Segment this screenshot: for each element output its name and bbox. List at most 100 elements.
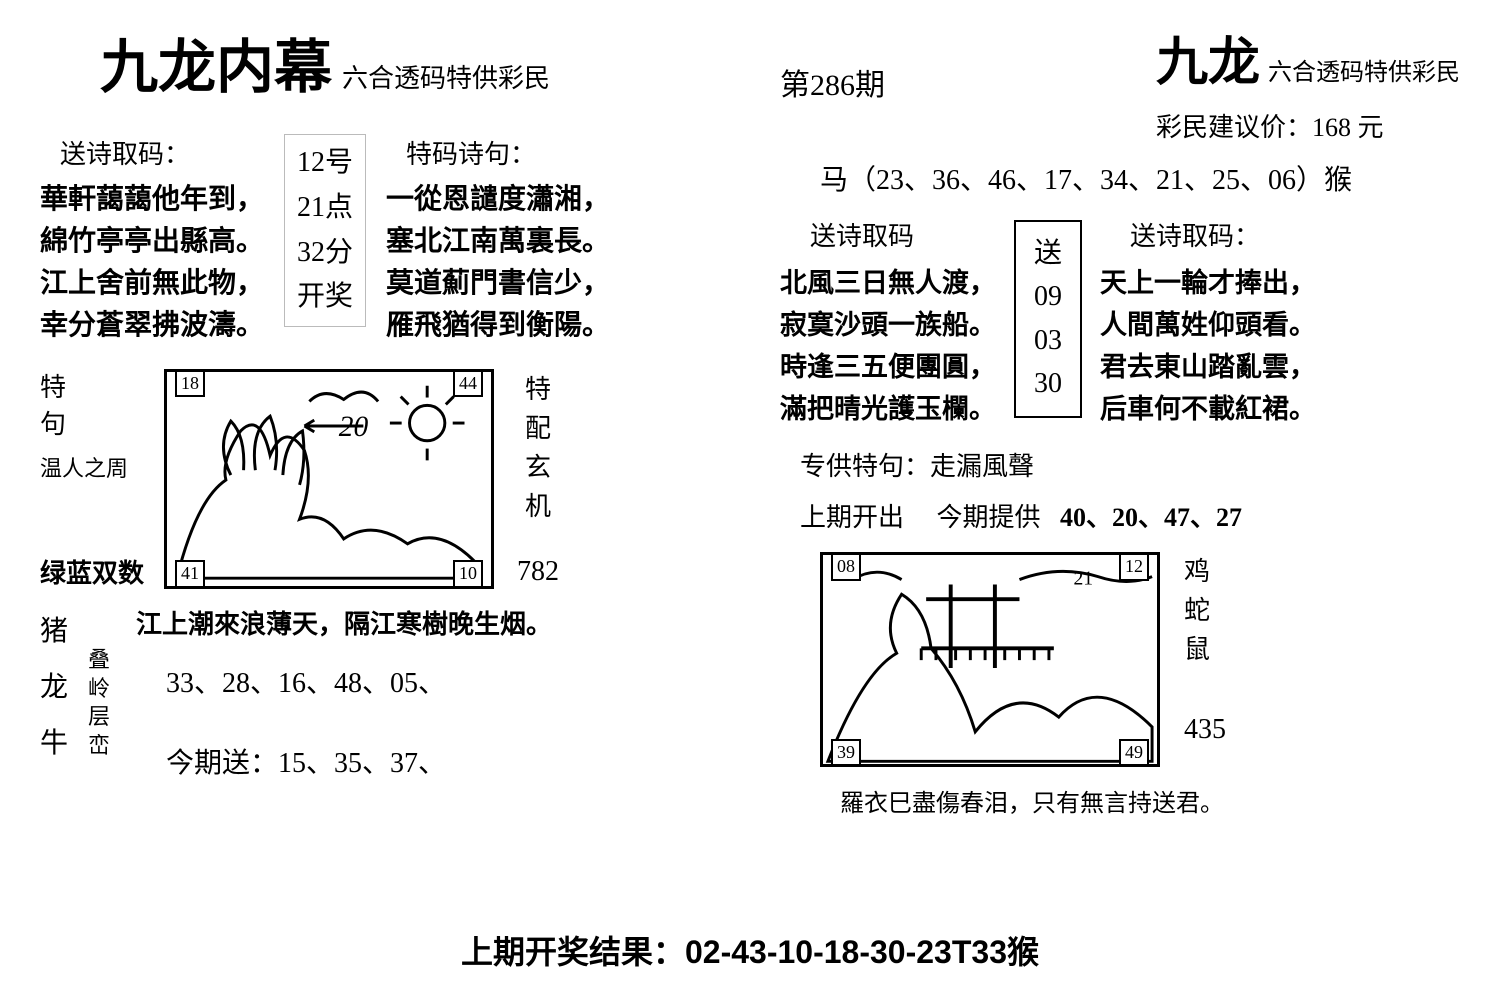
left-small-2: 层: [88, 703, 118, 732]
right-row-2: 21 08 12 39 49 鸡 蛇 鼠 435: [820, 552, 1460, 767]
left-poem2-line-3: 雁飛猶得到衡陽。: [386, 305, 610, 347]
left-box1-line-3: 开奖: [297, 275, 353, 320]
right-poem-1: 送诗取码 北風三日無人渡， 寂寞沙頭一族船。 時逢三五便團圓， 滿把晴光護玉欄。: [780, 216, 996, 430]
left-small-3: 峦: [88, 732, 118, 761]
right-illus-tl: 08: [831, 553, 861, 580]
left-illus-tr: 44: [453, 370, 483, 397]
right-poem1-line-0: 北風三日無人渡，: [780, 263, 996, 305]
right-box1-line-3: 30: [1034, 362, 1062, 405]
left-box1-line-1: 21点: [297, 186, 353, 231]
left-side-right-num: 782: [508, 556, 568, 588]
left-side-right-col: 特配玄机: [508, 370, 568, 526]
right-poem2-line-1: 人間萬姓仰頭看。: [1100, 305, 1316, 347]
left-poem-2: 特码诗句： 一從恩譴度瀟湘， 塞北江南萬裏長。 莫道薊門書信少， 雁飛猶得到衡陽…: [386, 134, 610, 347]
right-period-line: 上期开出 今期提供 40、20、47、27: [800, 497, 1460, 534]
right-box1-line-2: 03: [1034, 319, 1062, 362]
right-poem2-line-0: 天上一輪才捧出，: [1100, 263, 1316, 305]
left-poem1-line-3: 幸分蒼翠拂波濤。: [40, 305, 264, 347]
right-poem-2: 送诗取码： 天上一輪才捧出， 人間萬姓仰頭看。 君去東山踏亂雲， 后車何不載紅裙…: [1100, 216, 1316, 430]
svg-text:21: 21: [1073, 568, 1093, 590]
right-poem2-line-3: 后車何不載紅裙。: [1100, 389, 1316, 431]
left-poem-1: 送诗取码： 華軒藹藹他年到， 綿竹亭亭出縣高。 江上舍前無此物， 幸分蒼翠拂波濤…: [40, 134, 264, 347]
left-poem2-line-1: 塞北江南萬裏長。: [386, 221, 610, 263]
right-side-z2: 蛇: [1184, 591, 1226, 630]
left-bottom-send-nums: 15、35、37、: [278, 748, 446, 779]
right-poem1-head: 送诗取码: [810, 216, 996, 253]
left-bottom-poem: 江上潮來浪薄天，隔江寒樹晚生烟。: [136, 604, 720, 641]
left-poem2-line-2: 莫道薊門書信少，: [386, 263, 610, 305]
left-illus-tl: 18: [175, 370, 205, 397]
right-side-z1: 鸡: [1184, 552, 1226, 591]
right-period-label1: 上期开出: [800, 503, 904, 532]
left-poem1-line-0: 華軒藹藹他年到，: [40, 179, 264, 221]
left-header: 九龙内幕 六合透码特供彩民: [40, 20, 720, 104]
right-title-wrap: 九龙 六合透码特供彩民 彩民建议价：168 元: [1156, 20, 1460, 144]
left-poem1-line-1: 綿竹亭亭出縣高。: [40, 221, 264, 263]
left-zodiac-col: 猪 龙 牛: [40, 604, 70, 781]
left-poem1-line-2: 江上舍前無此物，: [40, 263, 264, 305]
left-row-1: 送诗取码： 華軒藹藹他年到， 綿竹亭亭出縣高。 江上舍前無此物， 幸分蒼翠拂波濤…: [40, 134, 720, 347]
left-bottom-send: 今期送：15、35、37、: [166, 741, 720, 781]
left-box1-line-2: 32分: [297, 231, 353, 276]
right-illus-tr: 12: [1119, 553, 1149, 580]
left-bottom: 江上潮來浪薄天，隔江寒樹晚生烟。 33、28、16、48、05、 今期送：15、…: [136, 604, 720, 781]
left-zodiac-0: 猪: [40, 604, 70, 660]
right-illus-svg: 21: [823, 555, 1157, 766]
left-box1-line-0: 12号: [297, 141, 353, 186]
right-side: 鸡 蛇 鼠 435: [1184, 552, 1226, 751]
right-box1-line-1: 09: [1034, 275, 1062, 318]
left-box-1: 12号 21点 32分 开奖: [284, 134, 366, 327]
left-side-line3: 绿蓝双数: [40, 553, 150, 590]
right-side-num: 435: [1184, 709, 1226, 751]
left-illus-bl: 41: [175, 560, 205, 587]
left-side-right: 特配玄机 782: [508, 370, 568, 588]
left-title: 九龙内幕: [100, 20, 332, 104]
right-side-z3: 鼠: [1184, 630, 1226, 669]
right-box-1: 送 09 03 30: [1014, 220, 1082, 418]
right-price: 彩民建议价：168 元: [1156, 107, 1460, 144]
right-row-1: 送诗取码 北風三日無人渡， 寂寞沙頭一族船。 時逢三五便團圓， 滿把晴光護玉欄。…: [780, 216, 1460, 430]
left-poem2-line-0: 一從恩譴度瀟湘，: [386, 179, 610, 221]
right-poem1-line-3: 滿把晴光護玉欄。: [780, 389, 996, 431]
footer-result: 上期开奖结果：02-43-10-18-30-23T33猴: [0, 927, 1500, 973]
left-illustration: 20 18 44 41 10: [164, 369, 494, 589]
right-poem2-head: 送诗取码：: [1130, 216, 1316, 253]
right-poem1-line-1: 寂寞沙頭一族船。: [780, 305, 996, 347]
left-zodiac-1: 龙: [40, 660, 70, 716]
right-special-label: 专供特句：: [800, 452, 930, 481]
left-subtitle: 六合透码特供彩民: [342, 58, 550, 95]
left-row-2: 特 句 温人之周 绿蓝双数 20: [40, 367, 720, 590]
right-box1-line-0: 送: [1034, 232, 1062, 275]
right-title: 九龙: [1156, 35, 1260, 92]
right-bottom-poem: 羅衣巳盡傷春泪，只有無言持送君。: [840, 783, 1460, 818]
right-subtitle: 六合透码特供彩民: [1268, 60, 1460, 86]
right-panel: 第286期 九龙 六合透码特供彩民 彩民建议价：168 元 马（23、36、46…: [750, 0, 1500, 987]
right-illustration: 21 08 12 39 49: [820, 552, 1160, 767]
left-bottom-send-label: 今期送：: [166, 748, 278, 779]
right-zodiac-nums: 马（23、36、46、17、34、21、25、06）猴: [820, 158, 1460, 198]
right-special-line: 专供特句：走漏風聲: [800, 446, 1460, 483]
left-poem1-head: 送诗取码：: [60, 134, 264, 171]
left-side-left: 特 句 温人之周 绿蓝双数: [40, 367, 150, 590]
left-illus-br: 10: [453, 560, 483, 587]
right-special-value: 走漏風聲: [930, 452, 1034, 481]
left-poem2-head: 特码诗句：: [406, 134, 610, 171]
left-illus-svg: 20: [167, 372, 491, 588]
left-small-0: 叠: [88, 646, 118, 675]
right-poem1-line-2: 時逢三五便團圓，: [780, 347, 996, 389]
right-period-nums: 40、20、47、27: [1060, 503, 1242, 532]
left-panel: 九龙内幕 六合透码特供彩民 送诗取码： 華軒藹藹他年到， 綿竹亭亭出縣高。 江上…: [0, 0, 750, 987]
left-small-1: 岭: [88, 675, 118, 704]
left-zodiac-2: 牛: [40, 716, 70, 772]
right-illus-bl: 39: [831, 739, 861, 766]
right-poem2-line-2: 君去東山踏亂雲，: [1100, 347, 1316, 389]
left-small-col: 叠 岭 层 峦: [88, 646, 118, 781]
left-side-head: 特 句: [40, 367, 150, 441]
left-row-3: 猪 龙 牛 叠 岭 层 峦 江上潮來浪薄天，隔江寒樹晚生烟。 33、28、16、…: [40, 604, 720, 781]
right-illus-br: 49: [1119, 739, 1149, 766]
right-issue: 第286期: [780, 60, 885, 104]
left-side-line2: 温人之周: [40, 451, 150, 483]
right-header: 第286期 九龙 六合透码特供彩民 彩民建议价：168 元: [780, 20, 1460, 144]
left-bottom-nums: 33、28、16、48、05、: [166, 661, 720, 701]
right-period-label2: 今期提供: [937, 503, 1041, 532]
